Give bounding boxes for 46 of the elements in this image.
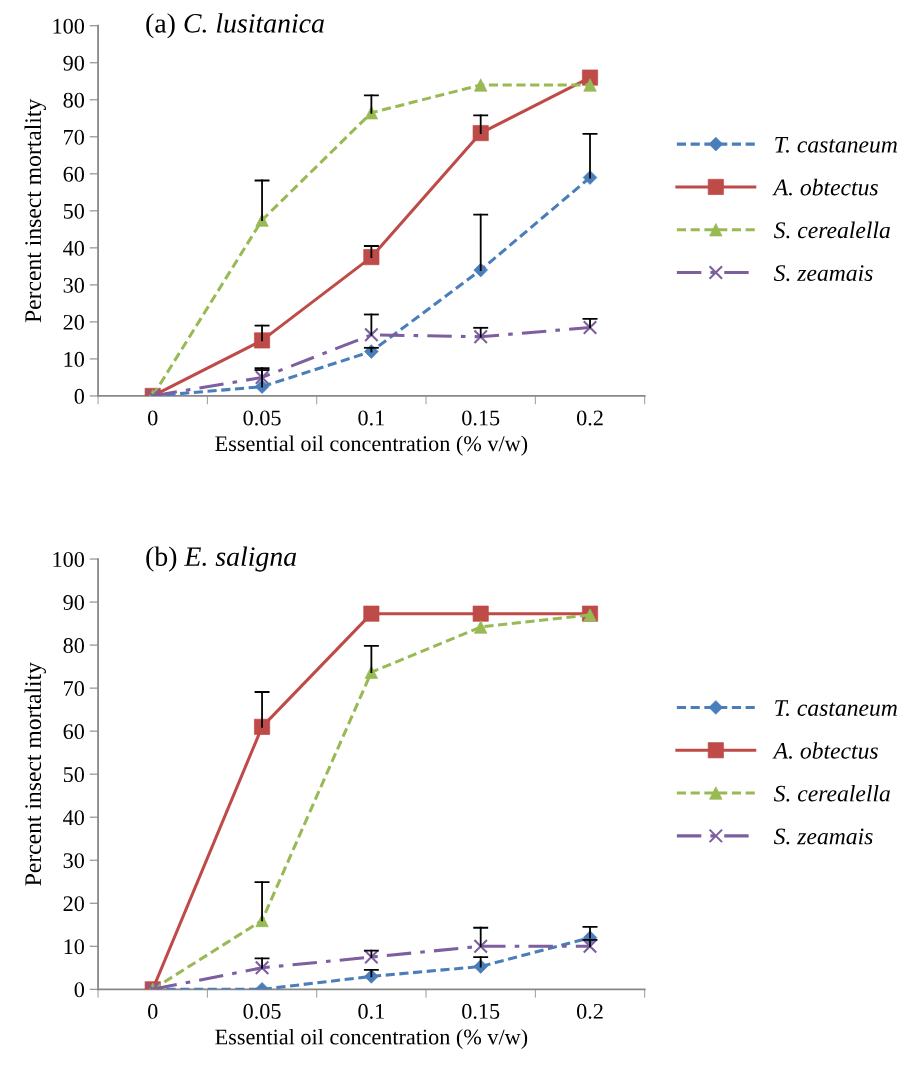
y-tick-label: 90 [63, 594, 85, 610]
y-tick-label: 80 [63, 92, 85, 108]
y-tick-label: 100 [53, 551, 85, 567]
y-tick-label: 20 [63, 896, 85, 912]
x-axis-title: Essential oil concentration (% v/w) [215, 435, 528, 456]
y-tick-label: 50 [63, 767, 85, 783]
y-tick-label: 10 [64, 939, 85, 955]
chart-title: (a) C. lusitanica [146, 13, 324, 39]
y-tick-label: 50 [63, 203, 85, 219]
legend-label: T. castaneum [775, 700, 897, 717]
x-tick-label: 0.15 [462, 1003, 500, 1019]
y-tick-label: 10 [64, 351, 85, 367]
legend-label: A. obtectus [772, 742, 878, 759]
y-tick-label: 40 [63, 810, 85, 826]
x-tick-label: 0.1 [358, 1003, 384, 1019]
x-tick-label: 0.2 [576, 1003, 603, 1019]
x-tick-label: 0.1 [358, 410, 384, 426]
y-tick-label: 60 [63, 724, 85, 740]
y-tick-label: 80 [63, 638, 85, 654]
x-tick-label: 0.05 [243, 410, 281, 426]
y-tick-label: 70 [64, 129, 85, 145]
y-tick-label: 60 [63, 166, 85, 182]
y-axis-title: Percent insect mortality [24, 662, 46, 886]
legend-label: S. zeamais [773, 828, 873, 845]
legend-label: S. zeamais [773, 265, 873, 282]
y-tick-label: 70 [64, 681, 85, 697]
x-tick-label: 0.05 [243, 1003, 281, 1019]
y-tick-label: 0 [74, 388, 85, 404]
x-tick-label: 0.15 [462, 410, 500, 426]
y-tick-label: 100 [53, 18, 85, 34]
y-tick-label: 30 [63, 277, 85, 293]
y-tick-label: 30 [63, 853, 85, 869]
legend-label: T. castaneum [775, 136, 897, 153]
y-tick-label: 0 [74, 982, 85, 998]
y-tick-label: 20 [63, 314, 85, 330]
y-tick-label: 40 [63, 240, 85, 256]
x-tick-label: 0.2 [576, 410, 603, 426]
y-tick-label: 90 [63, 55, 85, 71]
x-tick-label: 0 [148, 410, 158, 426]
legend-label: S. cerealella [773, 784, 890, 802]
chart-title: (b) E. saligna [146, 546, 297, 572]
y-axis-title: Percent insect mortality [24, 98, 46, 323]
x-tick-label: 0 [148, 1003, 158, 1019]
legend-label: A. obtectus [772, 178, 878, 196]
x-axis-title: Essential oil concentration (% v/w) [215, 1028, 528, 1050]
legend-label: S. cerealella [773, 221, 890, 239]
